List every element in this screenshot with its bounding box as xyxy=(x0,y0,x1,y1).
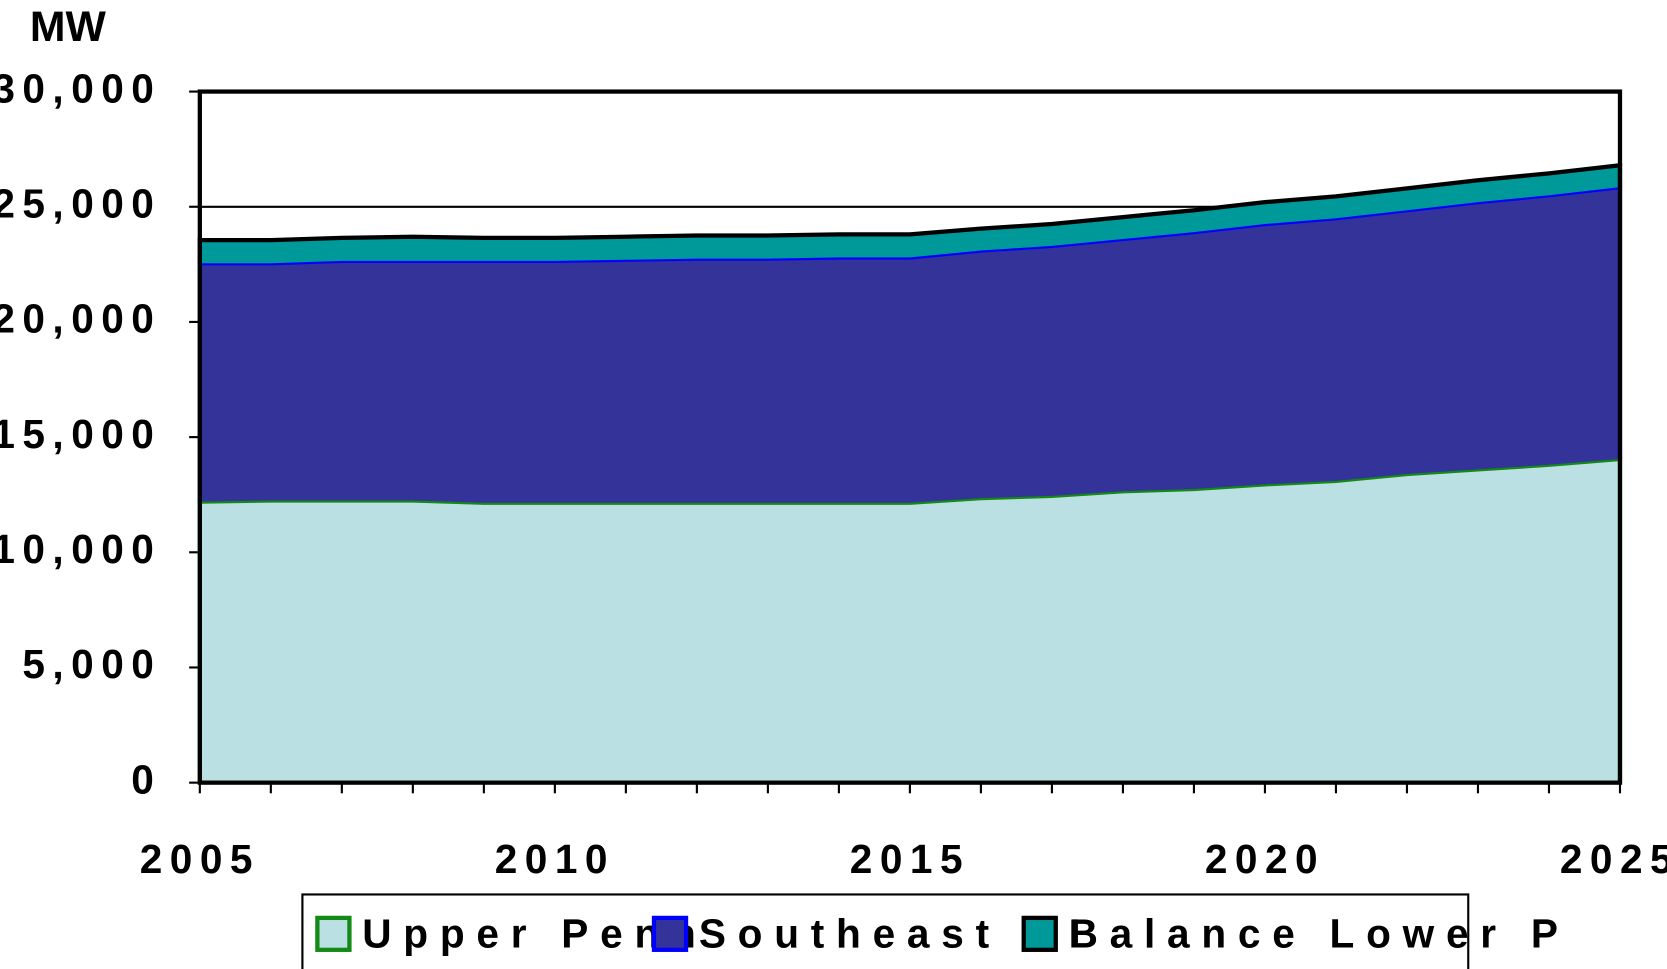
legend-swatch xyxy=(315,915,352,952)
y-axis-label: MW xyxy=(30,3,107,51)
area xyxy=(199,187,1620,503)
area-edge xyxy=(197,162,1623,264)
legend-box xyxy=(301,893,1470,969)
legend-swatch xyxy=(1021,915,1058,952)
x-tick-label: 2020 xyxy=(1205,836,1325,882)
y-tick-label: 15,000 xyxy=(0,411,161,457)
y-tick-label: 25,000 xyxy=(0,181,161,227)
area xyxy=(199,458,1620,783)
legend-swatch xyxy=(651,915,689,952)
x-tick-label: 2015 xyxy=(850,836,970,882)
x-tick-label: 2005 xyxy=(140,836,260,882)
y-tick-label: 5,000 xyxy=(22,641,161,687)
x-tick-label: 2010 xyxy=(495,836,615,882)
legend-label: Upper Penn xyxy=(362,911,707,957)
y-tick-label: 30,000 xyxy=(0,65,161,111)
y-tick-label: 10,000 xyxy=(0,526,161,572)
x-tick-label: 2025 xyxy=(1560,836,1667,882)
y-tick-label: 0 xyxy=(131,756,161,802)
legend-label: Southeast MI xyxy=(699,911,1093,957)
legend-label: Balance Lower P xyxy=(1069,911,1570,957)
y-tick-label: 20,000 xyxy=(0,296,161,342)
